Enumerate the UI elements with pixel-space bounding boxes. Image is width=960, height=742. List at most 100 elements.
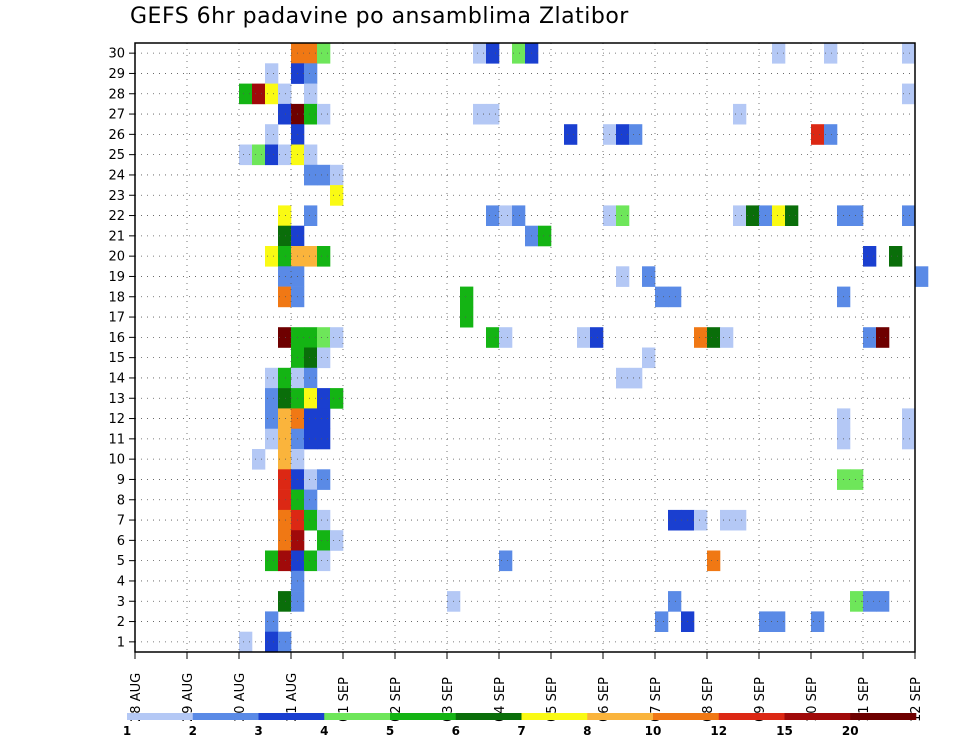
legend-label: 20 (842, 724, 859, 738)
x-axis: 28 AUG 29 AUG 30 AUG 31 AUG 01 SEP 02 SEP 03 S… (129, 652, 924, 722)
heatmap-cell (499, 327, 513, 348)
heatmap-cell (499, 205, 513, 226)
y-tick-label: 22 (108, 209, 125, 224)
legend-swatch (324, 713, 391, 720)
heatmap-cell (746, 205, 760, 226)
heatmap-cell (616, 367, 630, 389)
heatmap-cell (278, 367, 292, 389)
legend-label: 2 (189, 724, 197, 738)
heatmap-cell (564, 124, 578, 145)
heatmap-cell (486, 327, 500, 348)
heatmap-cell (733, 509, 747, 531)
y-tick-label: 25 (108, 148, 125, 163)
legend-swatch (521, 713, 588, 720)
heatmap-cell (278, 631, 292, 653)
heatmap-cell (317, 347, 331, 369)
heatmap-cell (265, 144, 279, 166)
heatmap-cell (486, 43, 500, 64)
y-tick-label: 16 (108, 331, 125, 346)
heatmap-cell (317, 388, 331, 409)
heatmap-cell (590, 327, 604, 348)
heatmap-cell (473, 103, 487, 125)
heatmap-cell (694, 327, 708, 348)
heatmap-cell (265, 428, 279, 450)
heatmap-cell (850, 591, 864, 612)
heatmap-cell (486, 205, 500, 226)
y-tick-label: 2 (117, 615, 125, 630)
heatmap-cell (278, 591, 292, 612)
y-tick-label: 11 (108, 432, 125, 447)
heatmap-cell (850, 205, 864, 226)
x-tick-label: 09 SEP (753, 677, 768, 722)
heatmap-cell (902, 43, 916, 64)
heatmap-cell (278, 428, 292, 450)
legend-swatch (390, 713, 457, 720)
legend-swatch (192, 713, 259, 720)
heatmap-cell (278, 530, 292, 551)
x-tick-label: 04 SEP (493, 677, 508, 722)
heatmap-cell (265, 83, 279, 105)
heatmap-cell (330, 327, 344, 348)
legend-label: 1 (123, 724, 131, 738)
heatmap-cell (304, 43, 318, 64)
legend-swatch (718, 713, 785, 720)
heatmap-cell (304, 469, 318, 490)
heatmap-cell (239, 631, 253, 653)
heatmap-cell (304, 428, 318, 450)
heatmap-cell (265, 408, 279, 429)
heatmap-cell (668, 286, 682, 308)
heatmap-cell (239, 144, 253, 166)
heatmap-cell (915, 266, 929, 287)
heatmap-cell (538, 225, 552, 247)
heatmap-cell (278, 509, 292, 531)
legend-swatch (258, 713, 325, 720)
heatmap-cell (655, 611, 669, 632)
heatmap-cell (278, 225, 292, 247)
heatmap-cell (304, 388, 318, 409)
plot-frame (134, 42, 916, 653)
heatmap-cell (304, 144, 318, 166)
legend-label: 12 (710, 724, 727, 738)
heatmap-cell (317, 327, 331, 348)
heatmap-cell (616, 205, 630, 226)
heatmap-cell (304, 327, 318, 348)
heatmap-cell (733, 205, 747, 226)
heatmap-cell (278, 469, 292, 490)
heatmap-cell (707, 327, 721, 348)
heatmap-cell (304, 83, 318, 105)
heatmap-cell (278, 449, 292, 470)
heatmap-cell (902, 428, 916, 450)
y-tick-label: 6 (117, 534, 125, 549)
y-tick-label: 29 (108, 67, 125, 82)
y-tick-label: 12 (108, 412, 125, 427)
heatmap-cell (252, 449, 266, 470)
heatmap-cell (278, 83, 292, 105)
x-tick-label: 07 SEP (649, 677, 664, 722)
y-tick-label: 13 (108, 392, 125, 407)
heatmap-cell (265, 611, 279, 632)
heatmap-cell (863, 591, 877, 612)
heatmap-cell (616, 266, 630, 287)
heatmap-cell (265, 550, 279, 572)
x-tick-label: 03 SEP (441, 677, 456, 722)
heatmap-cell (785, 205, 799, 226)
heatmap-cell (278, 286, 292, 308)
legend-label: 10 (645, 724, 662, 738)
heatmap-cell (460, 306, 474, 328)
heatmap-cell (642, 266, 656, 287)
color-legend: 1 2 3 4 5 6 7 8 10 12 15 20 (123, 713, 917, 738)
heatmap-cell (720, 509, 734, 531)
y-tick-label: 26 (108, 128, 125, 143)
heatmap-cell (616, 124, 630, 145)
heatmap-cell (720, 327, 734, 348)
heatmap-cell (824, 124, 838, 145)
legend-swatch (850, 713, 917, 720)
y-tick-label: 27 (108, 108, 125, 123)
legend-label: 4 (320, 724, 328, 738)
y-tick-label: 15 (108, 351, 125, 366)
x-tick-label: 08 SEP (701, 677, 716, 722)
y-tick-label: 24 (108, 168, 125, 183)
x-tick-label: 30 AUG (233, 673, 248, 722)
heatmap-cell (707, 550, 721, 572)
